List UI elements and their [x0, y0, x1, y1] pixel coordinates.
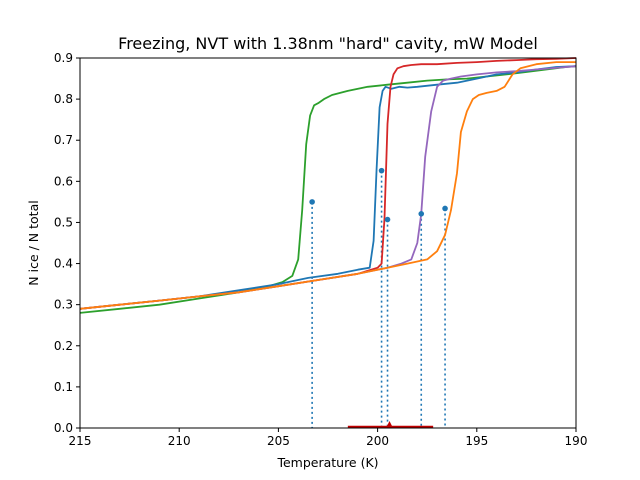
x-axis-label: Temperature (K)	[276, 455, 378, 470]
marker-point	[442, 205, 448, 212]
y-tick-label: 0.7	[54, 133, 73, 147]
y-tick-label: 0.4	[54, 257, 73, 271]
y-tick-label: 0.6	[54, 174, 73, 188]
y-tick-label: 0.1	[54, 380, 73, 394]
x-tick-label: 195	[465, 434, 488, 448]
y-tick-label: 0.5	[54, 215, 73, 229]
series-line	[79, 57, 577, 310]
x-tick-label: 210	[168, 434, 191, 448]
axes-frame	[79, 57, 577, 429]
series-line	[79, 65, 577, 310]
marker-point	[378, 167, 385, 174]
x-tick-label: 205	[267, 434, 290, 448]
y-tick-label: 0.2	[54, 339, 73, 353]
bottom-bar-peak	[386, 421, 393, 427]
marker-point	[309, 199, 315, 205]
series-line	[79, 65, 577, 310]
x-tick-label: 190	[565, 434, 588, 448]
y-tick-label: 0.3	[54, 298, 73, 312]
y-tick-label: 0.9	[54, 51, 73, 65]
x-tick-label: 215	[69, 434, 92, 448]
marker-point	[418, 211, 425, 217]
x-axis-ticks: 215 210 205 200 195 190	[69, 428, 588, 448]
x-tick-label: 200	[366, 434, 389, 448]
series-line	[79, 61, 576, 310]
y-axis-ticks: 0.0 0.1 0.2 0.3 0.4 0.5 0.6 0.7 0.8 0.9	[54, 51, 80, 435]
y-tick-label: 0.0	[54, 421, 73, 435]
y-tick-label: 0.8	[54, 92, 73, 106]
y-axis-label: N ice / N total	[26, 200, 41, 285]
marker-point	[384, 216, 391, 223]
chart-title: Freezing, NVT with 1.38nm "hard" cavity,…	[118, 34, 538, 53]
plot-area	[79, 57, 577, 429]
